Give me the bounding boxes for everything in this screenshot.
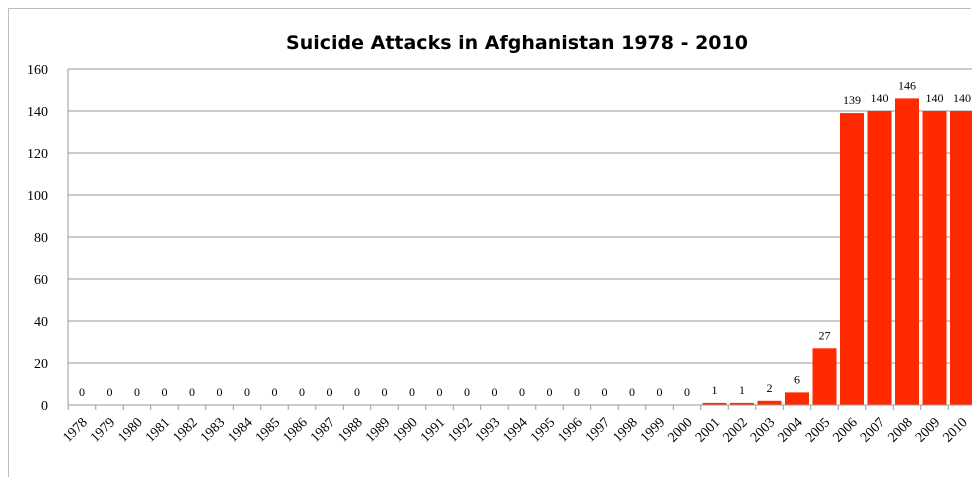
- x-tick-label: 1988: [335, 415, 365, 445]
- data-label: 0: [492, 385, 498, 399]
- data-label: 0: [684, 385, 690, 399]
- x-tick-label: 1980: [115, 415, 145, 445]
- x-tick-label: 2005: [803, 415, 833, 445]
- x-tick-label: 1981: [143, 415, 173, 445]
- x-tick-label: 1978: [60, 415, 90, 445]
- x-tick-label: 1987: [308, 415, 338, 445]
- data-label: 0: [244, 385, 250, 399]
- x-tick-label: 2003: [748, 415, 778, 445]
- data-label: 1: [739, 383, 745, 397]
- data-label: 146: [898, 78, 916, 92]
- x-tick-label: 1982: [170, 415, 200, 445]
- x-tick-label: 1994: [500, 415, 530, 445]
- data-label: 0: [354, 385, 360, 399]
- data-label: 0: [409, 385, 415, 399]
- chart-title: Suicide Attacks in Afghanistan 1978 - 20…: [286, 32, 748, 54]
- x-tick-label: 1979: [88, 415, 118, 445]
- x-tick-label: 1983: [198, 415, 228, 445]
- data-label: 0: [602, 385, 608, 399]
- data-labels: 0 0 0 0 0 0 0 0 0 0 0 0 0 0 0 0 0 0 0 0 0 0 0 1 1 2 6 27 139 140 146 14…: [79, 78, 971, 399]
- data-label: 0: [217, 385, 223, 399]
- data-label: 140: [953, 91, 971, 105]
- data-label: 27: [819, 328, 831, 342]
- bar: [895, 98, 919, 406]
- data-label: 0: [437, 385, 443, 399]
- y-axis: 0 20 40 60 80 100 120 140 160: [27, 63, 69, 414]
- data-label: 0: [134, 385, 140, 399]
- x-tick-label: 2001: [693, 415, 723, 445]
- x-tick-label: 2004: [775, 415, 805, 445]
- x-tick-label: 1985: [253, 415, 283, 445]
- bar: [702, 402, 727, 405]
- chart-frame: [8, 8, 971, 477]
- data-label: 0: [629, 385, 635, 399]
- data-label: 0: [299, 385, 305, 399]
- x-tick-label: 1986: [280, 415, 310, 445]
- x-tick-label: 2007: [858, 415, 888, 445]
- x-tick-label: 2006: [830, 415, 860, 445]
- y-tick-label: 140: [27, 105, 48, 120]
- x-tick-label: 1997: [583, 415, 613, 445]
- data-label: 140: [871, 91, 889, 105]
- y-tick-label: 0: [41, 399, 48, 414]
- data-label: 140: [926, 91, 944, 105]
- data-label: 6: [794, 372, 800, 386]
- x-tick-label: 1992: [445, 415, 475, 445]
- data-label: 0: [464, 385, 470, 399]
- x-tick-label: 2000: [665, 415, 695, 445]
- x-tick-label: 1993: [473, 415, 503, 445]
- bar: [867, 111, 892, 405]
- bar: [950, 111, 972, 405]
- y-tick-label: 60: [34, 273, 48, 288]
- y-tick-label: 160: [27, 63, 48, 78]
- x-tick-label: 1984: [225, 415, 255, 445]
- x-tick-label: 2008: [885, 415, 915, 445]
- data-label: 2: [767, 381, 773, 395]
- y-tick-label: 40: [34, 315, 48, 330]
- bar: [812, 348, 837, 405]
- data-label: 0: [327, 385, 333, 399]
- data-label: 0: [574, 385, 580, 399]
- y-tick-label: 20: [34, 357, 48, 372]
- data-label: 0: [107, 385, 113, 399]
- gridlines: [68, 68, 972, 364]
- data-label: 0: [657, 385, 663, 399]
- data-label: 0: [189, 385, 195, 399]
- x-tick-label: 1996: [555, 415, 585, 445]
- y-tick-label: 120: [27, 147, 48, 162]
- data-label: 0: [547, 385, 553, 399]
- data-label: 139: [843, 93, 861, 107]
- bar: [840, 113, 864, 405]
- y-tick-label: 80: [34, 231, 48, 246]
- x-tick-label: 1995: [528, 415, 558, 445]
- data-label: 0: [79, 385, 85, 399]
- x-tick-label: 2002: [720, 415, 750, 445]
- x-tick-label: 2010: [940, 415, 970, 445]
- x-tick-label: 1999: [638, 415, 668, 445]
- x-axis: 1978197919801981198219831984198519861987…: [60, 404, 972, 446]
- y-tick-label: 100: [27, 189, 48, 204]
- x-tick-label: 1990: [390, 415, 420, 445]
- x-tick-label: 1998: [610, 415, 640, 445]
- data-label: 0: [519, 385, 525, 399]
- x-tick-label: 1989: [363, 415, 393, 445]
- bar: [757, 400, 782, 405]
- bar: [730, 402, 754, 405]
- bar: [922, 111, 947, 405]
- bar: [785, 392, 809, 405]
- x-tick-label: 1991: [418, 415, 448, 445]
- data-label: 1: [712, 383, 718, 397]
- data-label: 0: [162, 385, 168, 399]
- data-label: 0: [382, 385, 388, 399]
- data-label: 0: [272, 385, 278, 399]
- x-tick-label: 2009: [913, 415, 943, 445]
- bars: [702, 98, 972, 406]
